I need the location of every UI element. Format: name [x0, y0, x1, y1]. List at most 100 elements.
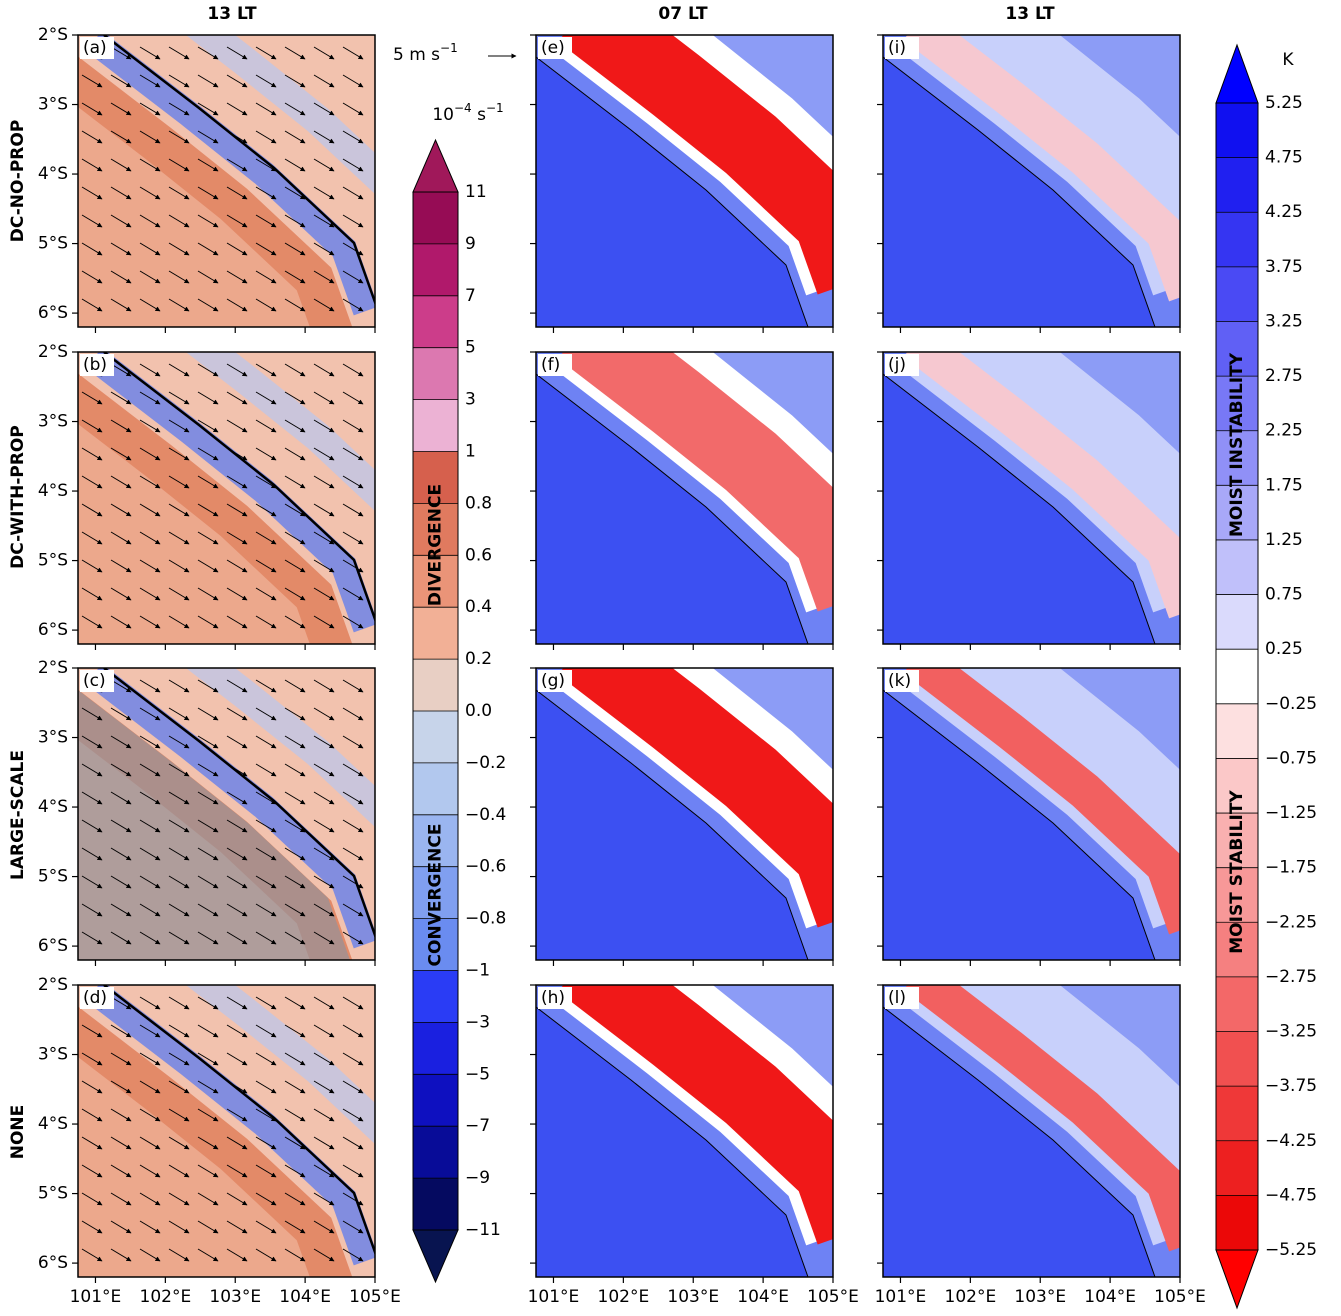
coastal-ocean-field: [78, 1006, 353, 1277]
lat-tick-label: 2°S: [38, 658, 68, 678]
wind-arrow: [110, 1024, 132, 1038]
wind-arrow: [226, 1248, 248, 1262]
lat-tick-label: 4°S: [38, 164, 68, 184]
wind-arrow: [139, 214, 161, 228]
colorbar-band: [413, 814, 458, 868]
wind-arrow: [168, 791, 190, 805]
wind-arrow: [284, 1080, 306, 1094]
wind-arrow: [226, 587, 248, 601]
wind-arrow: [226, 447, 248, 461]
wind-arrow: [197, 214, 219, 228]
wind-arrow: [226, 298, 248, 312]
convergence-strip: [86, 668, 375, 949]
wind-arrow: [197, 875, 219, 889]
wind-arrow: [81, 242, 103, 256]
wind-arrow: [313, 763, 335, 777]
wind-arrow: [197, 735, 219, 749]
vector-key-text: 5 m s: [393, 45, 440, 65]
wind-arrow: [284, 903, 306, 917]
wind-arrow: [313, 419, 335, 433]
lat-tick-label: 5°S: [38, 1184, 68, 1204]
colorbar-band: [1216, 813, 1258, 869]
wind-arrow: [81, 158, 103, 172]
colorbar-tick-label: −9: [465, 1168, 490, 1188]
colorbar-band: [413, 1022, 458, 1075]
convergence-strip: [86, 352, 375, 633]
wind-arrow: [110, 503, 132, 517]
wind-arrow: [313, 242, 335, 256]
wind-arrow: [313, 819, 335, 833]
wind-arrow: [81, 847, 103, 861]
wind-arrow: [313, 363, 335, 377]
wind-arrow: [284, 1108, 306, 1122]
wind-arrow: [313, 74, 335, 88]
lon-tick-label: 101°E: [875, 1287, 927, 1307]
wind-arrow: [110, 847, 132, 861]
wind-arrow: [313, 186, 335, 200]
wind-arrow: [255, 186, 277, 200]
wind-arrow: [284, 503, 306, 517]
wind-arrow: [110, 186, 132, 200]
colorbar-region-label: CONVERGENCE: [426, 824, 446, 967]
colorbar-band: [1216, 1195, 1258, 1251]
lat-tick-label: 4°S: [38, 481, 68, 501]
wind-arrow: [226, 903, 248, 917]
wind-arrow: [226, 475, 248, 489]
wind-arrow: [168, 847, 190, 861]
lat-tick-label: 6°S: [38, 303, 68, 323]
colorbar-tick-label: 4.25: [1265, 202, 1303, 222]
wind-arrow: [110, 996, 132, 1010]
wind-arrow: [284, 615, 306, 629]
lon-tick-label: 105°E: [807, 1287, 859, 1307]
wind-arrow: [284, 819, 306, 833]
wind-arrow: [226, 214, 248, 228]
wind-arrow: [168, 419, 190, 433]
wind-arrow: [168, 531, 190, 545]
wind-arrow: [255, 587, 277, 601]
wind-arrow: [255, 214, 277, 228]
panel-label-box: [80, 354, 114, 376]
colorbar-band: [413, 1074, 458, 1127]
wind-arrow: [197, 847, 219, 861]
wind-arrow: [226, 931, 248, 945]
panel-label: (g): [541, 671, 565, 691]
wind-arrow: [168, 559, 190, 573]
colorbar-tick-label: −3.25: [1265, 1022, 1317, 1042]
wind-arrow: [313, 707, 335, 721]
wind-arrow: [197, 447, 219, 461]
row-label: LARGE-SCALE: [8, 750, 28, 880]
map-panel: [536, 985, 833, 1277]
colorbar-tick-label: 0.2: [465, 649, 492, 669]
wind-arrow: [226, 996, 248, 1010]
lat-tick-label: 6°S: [38, 936, 68, 956]
wind-arrow: [313, 475, 335, 489]
panel-label: (e): [541, 38, 565, 58]
wind-arrow: [168, 298, 190, 312]
colorbar-band: [1216, 376, 1258, 432]
colorbar-unit: K: [1282, 50, 1294, 70]
wind-arrow: [284, 707, 306, 721]
colorbar-band: [1216, 1140, 1258, 1196]
wind-arrow: [313, 559, 335, 573]
panel-label: (c): [83, 671, 106, 691]
wind-arrow: [226, 158, 248, 172]
wind-arrow: [110, 735, 132, 749]
wind-arrow: [342, 1248, 364, 1262]
wind-arrow: [255, 419, 277, 433]
wind-arrow: [168, 735, 190, 749]
wind-arrow: [110, 1080, 132, 1094]
wind-arrow: [313, 391, 335, 405]
colorbar-tick-label: 7: [465, 286, 476, 306]
wind-arrow: [81, 270, 103, 284]
lon-tick-label: 104°E: [279, 1287, 331, 1307]
lon-tick-label: 101°E: [528, 1287, 580, 1307]
panel-label: (d): [83, 988, 107, 1008]
wind-arrow: [226, 363, 248, 377]
colorbar-band: [1216, 212, 1258, 268]
wind-arrow: [110, 475, 132, 489]
colorbar-tick-label: −5.25: [1265, 1240, 1317, 1260]
wind-arrow: [313, 1164, 335, 1178]
map-panel: [536, 668, 833, 960]
colorbar-band: [413, 555, 458, 608]
colorbar-tick-label: −5: [465, 1064, 490, 1084]
